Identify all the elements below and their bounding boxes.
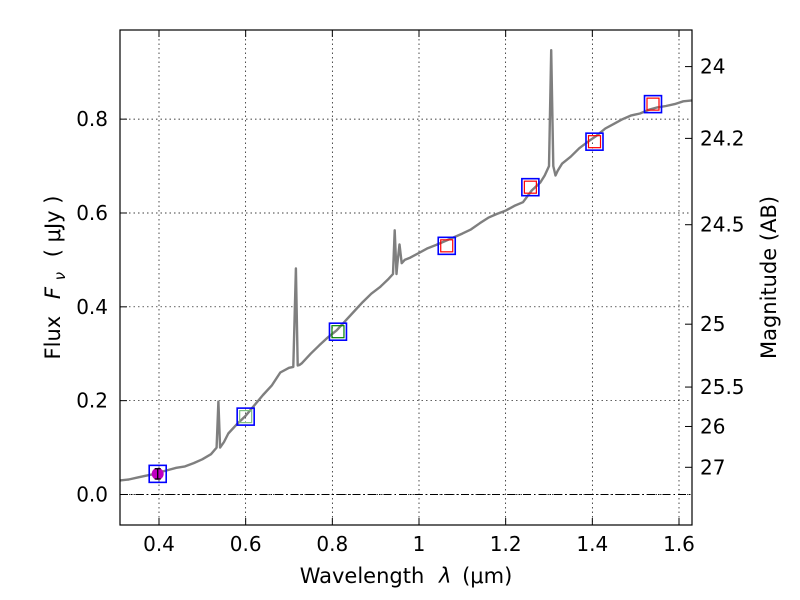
photometry-observed-box (643, 94, 663, 114)
photometry-model-marker (440, 239, 454, 253)
magnitude-tick-label: 27 (700, 455, 725, 479)
photometry-point (521, 177, 540, 197)
photometry-observed-box (328, 322, 348, 341)
magnitude-tick-label: 24.5 (700, 213, 745, 237)
x-tick-label: 1 (413, 532, 426, 556)
photometry-observed-box (521, 177, 540, 197)
photometry-point (148, 464, 167, 484)
y-tick-label: 0.4 (76, 295, 108, 319)
x-tick-label: 0.6 (230, 532, 262, 556)
photometry-observed-box (236, 407, 255, 426)
photometry-point (236, 407, 255, 426)
photometry-point (328, 322, 348, 341)
axis-ticks: 0.4 0.6 0.8 1 1.2 1.4 1.6 0.0 0.2 0.4 0.6 0.8 24 24.2… (76, 30, 745, 556)
y-axis-label: Flux F ν ( μJy ) (41, 196, 70, 360)
y-axis-label-symbol: F (41, 286, 65, 299)
photometry-model-marker (587, 135, 602, 149)
spectrum-line (119, 49, 693, 482)
plot-frame (119, 29, 693, 526)
y-tick-label: 0.8 (76, 107, 108, 131)
photometry-model-marker (523, 180, 537, 194)
photometry-point (585, 132, 604, 151)
photometry-observed-box (437, 236, 457, 256)
y-axis-label-prefix: Flux (41, 316, 65, 360)
y-axis-label-subscript: ν (51, 272, 69, 280)
x-tick-label: 0.4 (143, 532, 175, 556)
y-tick-label: 0.2 (76, 389, 108, 413)
x-tick-label: 1.6 (663, 532, 695, 556)
magnitude-tick-label: 25 (700, 312, 725, 336)
x-axis-label-prefix: Wavelength (300, 564, 425, 588)
x-axis-label-symbol: λ (438, 564, 451, 588)
photometry-point (643, 94, 663, 114)
x-axis-label: Wavelength λ (μm) (300, 564, 513, 588)
y-tick-label: 0.6 (76, 201, 108, 225)
photometry-model-marker (646, 97, 660, 111)
y-axis-label-unit: ( μJy ) (41, 196, 65, 258)
magnitude-tick-label: 25.5 (700, 375, 745, 399)
x-tick-label: 1.2 (490, 532, 522, 556)
photometry-model-marker (239, 410, 253, 424)
spectrum-series (119, 49, 693, 482)
photometry-observed-box (148, 464, 167, 484)
x-tick-label: 0.8 (316, 532, 348, 556)
photometry-observed-box (585, 132, 604, 151)
magnitude-axis-label: Magnitude (AB) (757, 196, 781, 359)
y-tick-label: 0.0 (76, 483, 108, 507)
x-axis-label-unit: (μm) (462, 564, 512, 588)
photometry-model-marker (331, 325, 345, 339)
magnitude-tick-label: 24 (700, 55, 725, 79)
magnitude-tick-label: 26 (700, 414, 725, 438)
grid-lines (120, 30, 692, 525)
photometry-points (148, 94, 663, 484)
magnitude-tick-label: 24.2 (700, 126, 745, 150)
photometry-point (437, 236, 457, 256)
x-tick-label: 1.4 (576, 532, 608, 556)
